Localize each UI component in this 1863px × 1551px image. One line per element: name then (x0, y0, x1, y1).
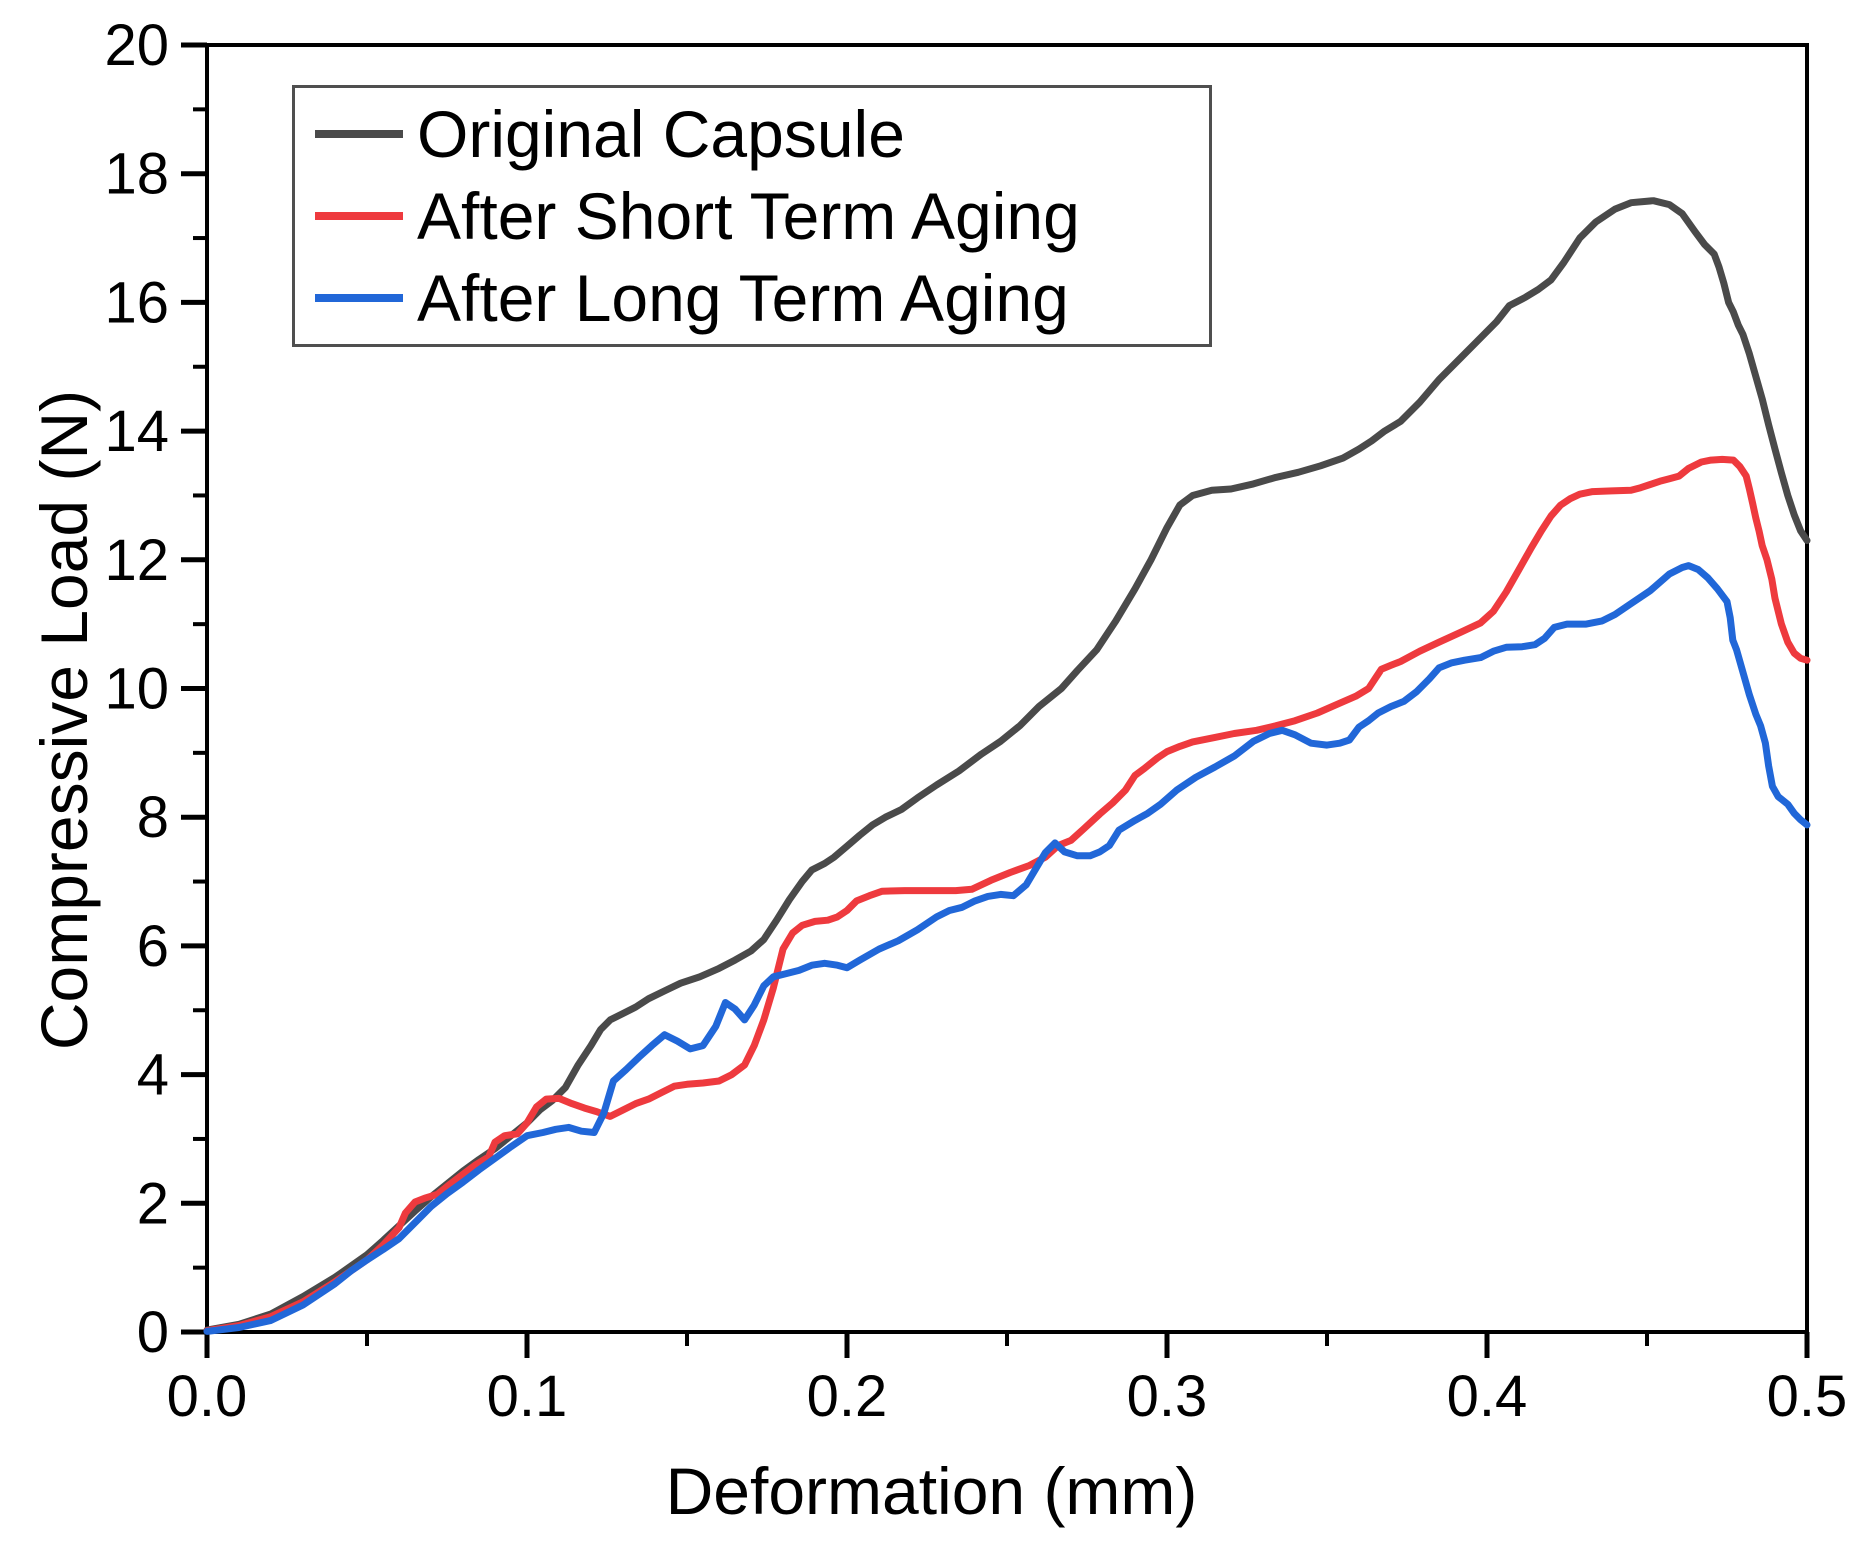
x-tick-label: 0.0 (167, 1364, 248, 1429)
legend-swatch-original-capsule (315, 130, 403, 138)
legend-swatch-long-term-aging (315, 294, 403, 302)
legend-label: Original Capsule (417, 97, 905, 171)
series-line-after-long-term-aging (203, 562, 1811, 1335)
y-tick-label: 10 (104, 657, 169, 722)
y-tick-label: 8 (137, 785, 169, 850)
y-tick-label: 14 (104, 399, 169, 464)
y-tick-label: 4 (137, 1043, 169, 1108)
legend: Original Capsule After Short Term Aging … (292, 85, 1212, 347)
legend-item: After Short Term Aging (295, 175, 1209, 257)
legend-label: After Long Term Aging (417, 261, 1069, 335)
x-tick-label: 0.3 (1127, 1364, 1208, 1429)
legend-label: After Short Term Aging (417, 179, 1080, 253)
x-tick-label: 0.1 (487, 1364, 568, 1429)
legend-item: After Long Term Aging (295, 257, 1209, 339)
y-tick-label: 18 (104, 142, 169, 207)
x-tick-label: 0.2 (807, 1364, 888, 1429)
y-tick-label: 2 (137, 1171, 169, 1236)
legend-swatch-short-term-aging (315, 212, 403, 220)
x-axis-title: Deformation (mm) (665, 1454, 1198, 1528)
y-tick-label: 16 (104, 270, 169, 335)
x-tick-label: 0.4 (1447, 1364, 1528, 1429)
x-tick-label: 0.5 (1767, 1364, 1848, 1429)
y-tick-label: 12 (104, 528, 169, 593)
y-tick-label: 20 (104, 13, 169, 78)
series-line-after-short-term-aging (203, 455, 1811, 1335)
series-line-original-capsule (203, 197, 1811, 1334)
y-tick-label: 6 (137, 914, 169, 979)
y-tick-label: 0 (137, 1300, 169, 1365)
y-axis-title: Compressive Load (N) (27, 389, 101, 1051)
legend-item: Original Capsule (295, 93, 1209, 175)
